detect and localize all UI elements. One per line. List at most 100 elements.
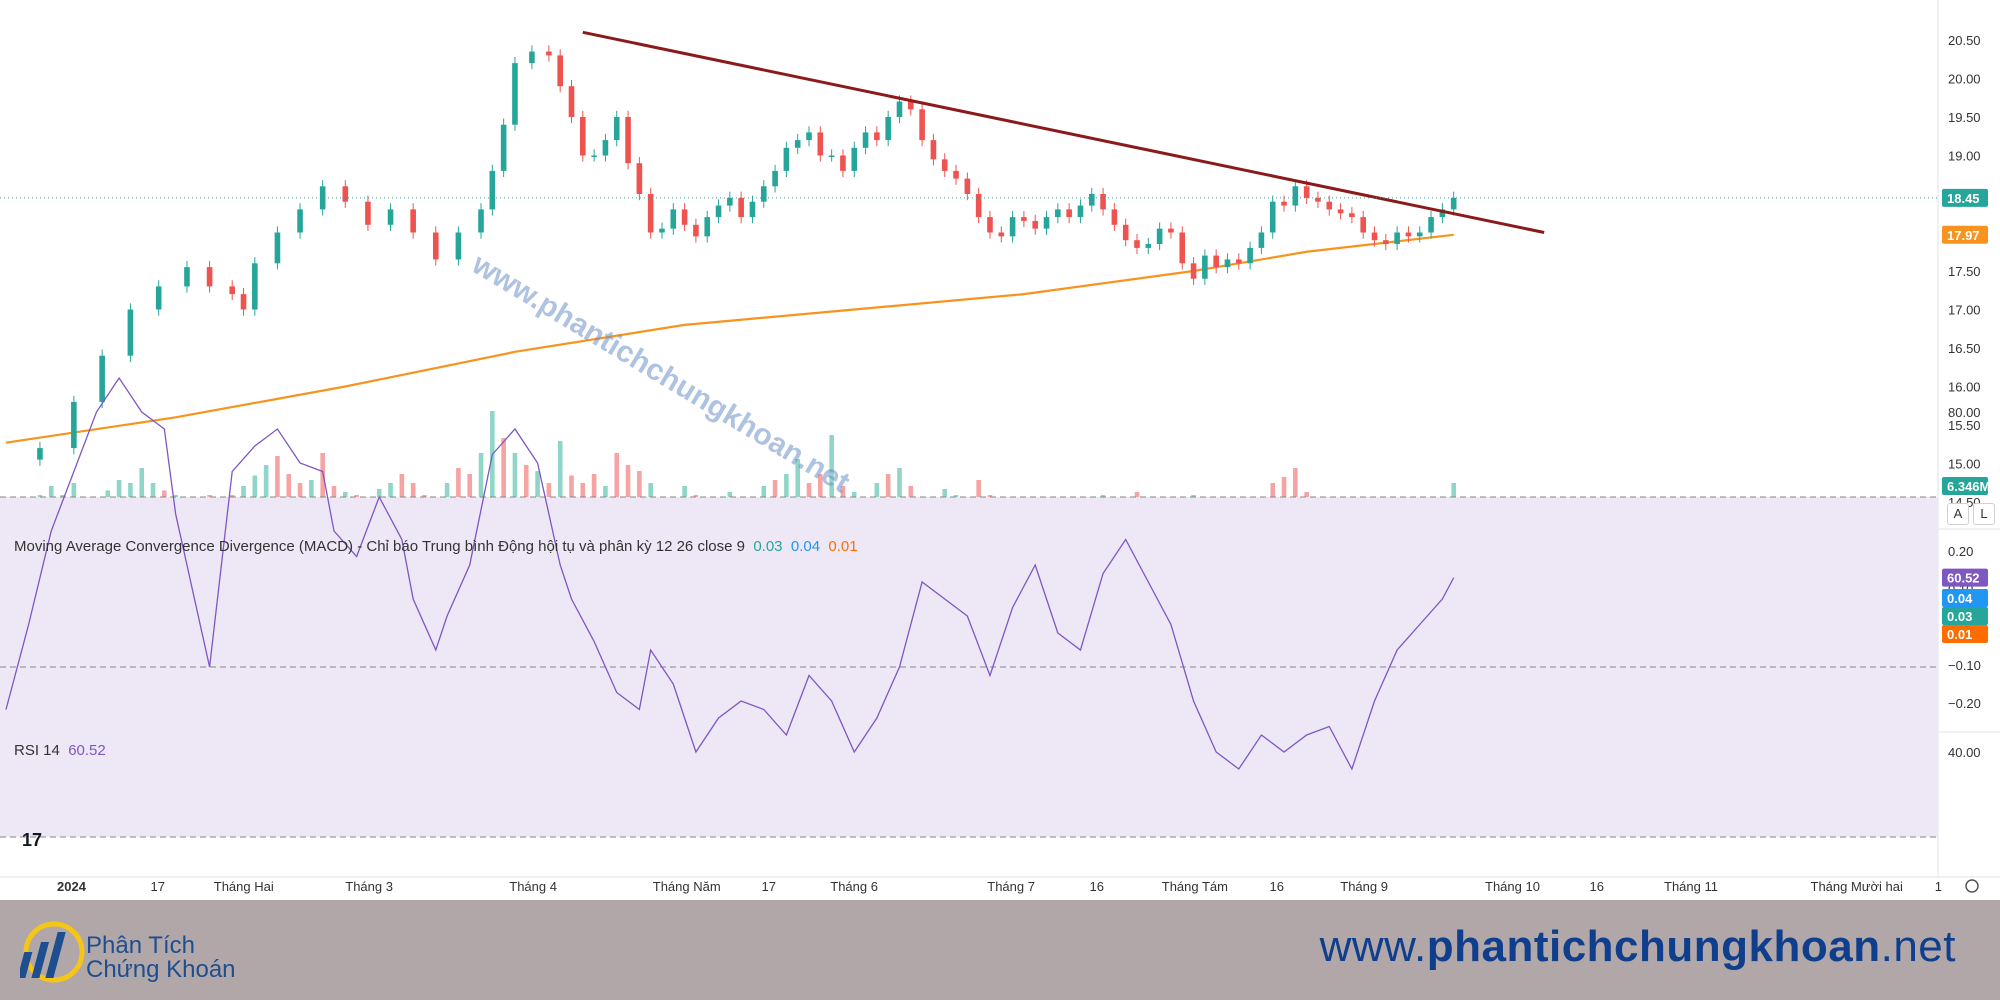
site-url-prefix: www. bbox=[1319, 922, 1427, 971]
x-tick-label: Tháng 3 bbox=[345, 879, 393, 894]
candle-body bbox=[1360, 217, 1366, 233]
log-scale-button[interactable]: L bbox=[1973, 503, 1995, 525]
candle-body bbox=[1235, 259, 1242, 264]
price-y-tick-label: 20.50 bbox=[1948, 33, 1981, 48]
tradingview-logo: 17 bbox=[22, 830, 42, 851]
volume-value-badge: 6.346M bbox=[1947, 479, 1990, 494]
candle-body bbox=[953, 170, 959, 179]
candle-body bbox=[1179, 232, 1186, 264]
candle-body bbox=[1134, 240, 1140, 248]
candle-body bbox=[760, 186, 767, 202]
site-url[interactable]: www.phantichchungkhoan.net bbox=[1320, 922, 1956, 972]
candle-body bbox=[1009, 217, 1016, 237]
candle-body bbox=[874, 132, 880, 141]
price-y-tick-label: 17.50 bbox=[1948, 264, 1981, 279]
candle-body bbox=[1202, 255, 1208, 279]
candle-body bbox=[693, 224, 699, 237]
rsi-value: 60.52 bbox=[68, 742, 106, 759]
candle-body bbox=[1292, 186, 1299, 206]
candle-body bbox=[1190, 263, 1197, 279]
candle-body bbox=[455, 232, 462, 260]
last-price-badge: 18.45 bbox=[1947, 191, 1980, 206]
candle-body bbox=[749, 201, 756, 218]
price-y-tick-label: 19.00 bbox=[1948, 149, 1981, 164]
candle-body bbox=[155, 286, 162, 310]
x-tick-label: Tháng Mười hai bbox=[1811, 879, 1903, 894]
chart-area[interactable]: 20.5020.0019.5019.0018.5018.0017.5017.00… bbox=[0, 0, 2000, 900]
tradingview-logo-text: 17 bbox=[22, 830, 43, 850]
volume-bar bbox=[829, 435, 834, 528]
price-y-tick-label: 15.50 bbox=[1948, 418, 1981, 433]
candle-body bbox=[727, 197, 733, 206]
candle-body bbox=[817, 132, 824, 156]
candle-body bbox=[1326, 201, 1333, 210]
volume-bar bbox=[501, 438, 506, 528]
x-tick-label: Tháng 7 bbox=[987, 879, 1035, 894]
watermark-text: www.phantichchungkhoan.net bbox=[466, 247, 856, 499]
site-url-suffix: .net bbox=[1880, 922, 1956, 971]
candle-body bbox=[1088, 194, 1095, 206]
x-tick-label: Tháng 6 bbox=[830, 879, 878, 894]
macd-y-tick-label: −0.10 bbox=[1948, 658, 1981, 673]
candle-body bbox=[987, 217, 993, 233]
candle-body bbox=[274, 232, 281, 264]
candle-body bbox=[613, 117, 620, 141]
candle-body bbox=[580, 117, 586, 156]
candle-body bbox=[794, 140, 801, 148]
x-tick-label: Tháng Hai bbox=[214, 879, 274, 894]
candle-body bbox=[806, 132, 812, 141]
candle-body bbox=[1439, 209, 1446, 218]
macd-legend[interactable]: Moving Average Convergence Divergence (M… bbox=[14, 538, 858, 555]
rsi-value-badge-bg bbox=[1942, 568, 1988, 587]
brand-name-line2: Chứng Khoán bbox=[86, 956, 236, 983]
macd-hist-badge-bg bbox=[1942, 607, 1988, 625]
candle-body bbox=[1224, 259, 1231, 268]
site-url-name: phantichchungkhoan bbox=[1426, 922, 1881, 971]
chart-canvas[interactable]: 20.5020.0019.5019.0018.5018.0017.5017.00… bbox=[0, 0, 2000, 900]
candle-body bbox=[602, 140, 609, 156]
candle-body bbox=[885, 117, 891, 141]
volume-bar bbox=[478, 453, 484, 528]
candle-body bbox=[704, 217, 711, 237]
macd-y-tick-label: 0.20 bbox=[1948, 544, 1973, 559]
candle-body bbox=[387, 209, 394, 225]
candle-body bbox=[715, 205, 722, 218]
candle-body bbox=[1349, 213, 1355, 218]
candle-body bbox=[37, 448, 43, 460]
candle-body bbox=[1394, 232, 1400, 245]
volume-bar bbox=[320, 453, 325, 528]
candle-body bbox=[908, 101, 914, 110]
candle-body bbox=[500, 124, 507, 171]
footer-banner bbox=[0, 900, 2000, 1000]
rsi-legend[interactable]: RSI 14 60.52 bbox=[14, 742, 106, 759]
x-tick-label: Tháng 9 bbox=[1340, 879, 1388, 894]
candle-body bbox=[1428, 217, 1434, 233]
x-tick-label: 1 bbox=[1935, 879, 1942, 894]
candle-body bbox=[1168, 228, 1174, 233]
macd-line-badge-bg bbox=[1942, 589, 1988, 607]
rsi-value-badge: 60.52 bbox=[1947, 571, 1980, 586]
candle-body bbox=[964, 178, 971, 194]
ma200-value-badge-bg bbox=[1942, 225, 1988, 244]
candle-body bbox=[828, 155, 835, 157]
candle-body bbox=[1258, 232, 1265, 248]
volume-bar bbox=[512, 453, 518, 528]
candle-body bbox=[1055, 209, 1061, 218]
candle-body bbox=[229, 286, 235, 295]
candle-body bbox=[851, 147, 858, 171]
x-tick-label: Tháng 11 bbox=[1664, 879, 1718, 894]
candle-body bbox=[512, 63, 518, 125]
candle-body bbox=[783, 147, 790, 171]
candle-body bbox=[975, 194, 982, 218]
candle-body bbox=[1021, 217, 1027, 221]
candle-body bbox=[319, 186, 326, 210]
auto-scale-button[interactable]: A bbox=[1947, 503, 1969, 525]
volume-value-badge-bg bbox=[1942, 477, 1988, 495]
candle-body bbox=[1213, 255, 1219, 268]
volume-bar bbox=[625, 465, 631, 528]
ma200-value-badge: 17.97 bbox=[1947, 228, 1980, 243]
x-tick-label: 17 bbox=[762, 879, 776, 894]
candle-body bbox=[591, 155, 597, 157]
price-y-tick-label: 17.00 bbox=[1948, 303, 1981, 318]
rsi-line bbox=[5, 376, 1455, 771]
